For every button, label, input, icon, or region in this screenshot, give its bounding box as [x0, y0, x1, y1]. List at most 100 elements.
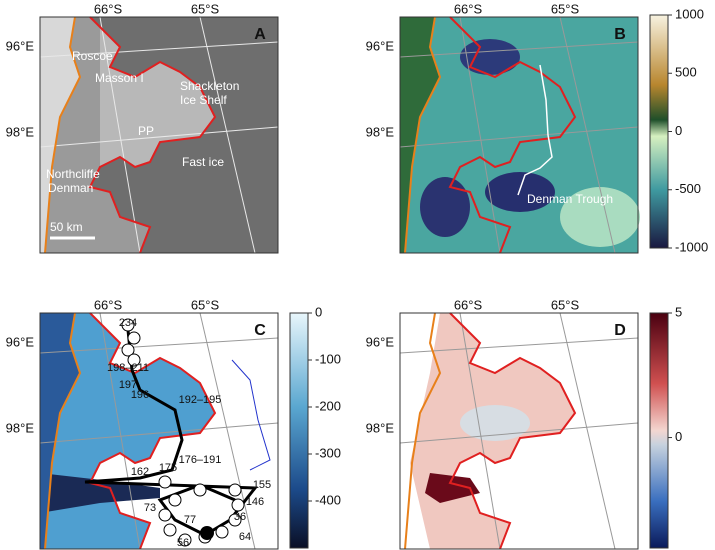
deep-basin [420, 177, 470, 237]
station [178, 533, 192, 547]
station-label: 146 [246, 496, 264, 508]
station-label: 73 [144, 502, 156, 514]
coastline-orange [44, 16, 82, 254]
map-panel [399, 16, 640, 254]
graticule [199, 312, 256, 550]
graticule [459, 312, 501, 550]
lat-label: 66°S [94, 297, 123, 312]
coastline-orange [404, 16, 442, 254]
map-frame [39, 312, 279, 550]
station [158, 508, 172, 522]
deep-basin [485, 172, 555, 212]
station-label: 155 [253, 479, 271, 491]
graticule [399, 337, 639, 354]
graticule [559, 312, 616, 550]
lon-label: 96°E [6, 38, 35, 53]
graticule [99, 16, 141, 254]
colorbar-label: 0 [675, 123, 682, 138]
lat-label: 65°S [551, 297, 580, 312]
place-label: Denman [48, 181, 93, 195]
place-label: Fast ice [182, 155, 224, 169]
station-label: 175 [159, 462, 177, 474]
colorbar-label: 0 [675, 429, 682, 444]
colorbar-label: 0 [315, 304, 322, 319]
station [127, 353, 141, 367]
lon-label: 98°E [366, 124, 395, 139]
lat-label: 66°S [454, 1, 483, 16]
colorbar-label: 1000 [675, 6, 704, 21]
place-label: PP [138, 124, 154, 138]
station [228, 513, 242, 527]
station [168, 493, 182, 507]
ice-front-red [88, 16, 217, 254]
coastline-orange [44, 312, 82, 550]
colorbar-label: 5 [675, 304, 682, 319]
shallow-bank [560, 187, 640, 247]
ice-front-red [448, 312, 577, 550]
station-label: 198–211 [107, 362, 149, 374]
station [193, 483, 207, 497]
place-label: Denman Trough [527, 192, 613, 206]
map-panel [39, 16, 279, 254]
graticule [399, 41, 639, 58]
graticule [39, 41, 279, 58]
panel-letter: C [254, 322, 266, 339]
lon-label: 96°E [6, 334, 35, 349]
graticule [459, 16, 501, 254]
panel-letter: A [254, 26, 266, 43]
lon-label: 96°E [366, 38, 395, 53]
graticule [39, 126, 279, 148]
place-label: Shackleton [180, 79, 239, 93]
graticule [199, 16, 256, 254]
station [158, 475, 172, 489]
colorbar-label: 500 [675, 65, 697, 80]
station [121, 343, 135, 357]
place-label: Northcliffe [46, 167, 100, 181]
station-label: 77 [184, 514, 196, 526]
colorbar [649, 14, 669, 249]
graticule [99, 312, 141, 550]
station-label: 192–195 [179, 394, 222, 406]
station [228, 483, 242, 497]
lon-label: 96°E [366, 334, 395, 349]
colorbar [649, 312, 669, 549]
coast-shallow [40, 313, 80, 549]
colorbar [289, 312, 309, 549]
station-label: 36 [234, 511, 246, 523]
place-label: Roscoe [72, 49, 113, 63]
graticule [399, 422, 639, 444]
colorbar-label: -500 [675, 181, 701, 196]
ice-shelf [100, 27, 215, 167]
colorbar-label: -100 [315, 351, 341, 366]
colorbar-label: -200 [315, 398, 341, 413]
land-topography [400, 17, 440, 253]
station-label: 197 [119, 379, 137, 391]
neutral-patch [460, 405, 530, 441]
colorbar-label: -1000 [675, 239, 708, 254]
lat-label: 65°S [191, 297, 220, 312]
river [231, 359, 271, 471]
lat-label: 66°S [94, 1, 123, 16]
station-highlight [200, 526, 214, 540]
station-label: 176–191 [179, 454, 222, 466]
trough-path [517, 64, 553, 196]
lat-label: 66°S [454, 297, 483, 312]
station-label: 234 [119, 317, 137, 329]
ice-front-red [448, 16, 577, 254]
station [127, 331, 141, 345]
lat-label: 65°S [551, 1, 580, 16]
coast-rock [40, 17, 80, 253]
scale-bar-label: 50 km [50, 220, 83, 234]
lon-label: 98°E [366, 420, 395, 435]
graticule [39, 337, 279, 354]
station [215, 525, 229, 539]
panel-letter: D [614, 322, 626, 339]
deep-trough [40, 473, 160, 513]
strong-change [425, 473, 480, 503]
map-frame [39, 16, 279, 254]
station [121, 318, 135, 332]
graticule [39, 422, 279, 444]
graticule [559, 16, 616, 254]
ship-track [84, 329, 258, 537]
